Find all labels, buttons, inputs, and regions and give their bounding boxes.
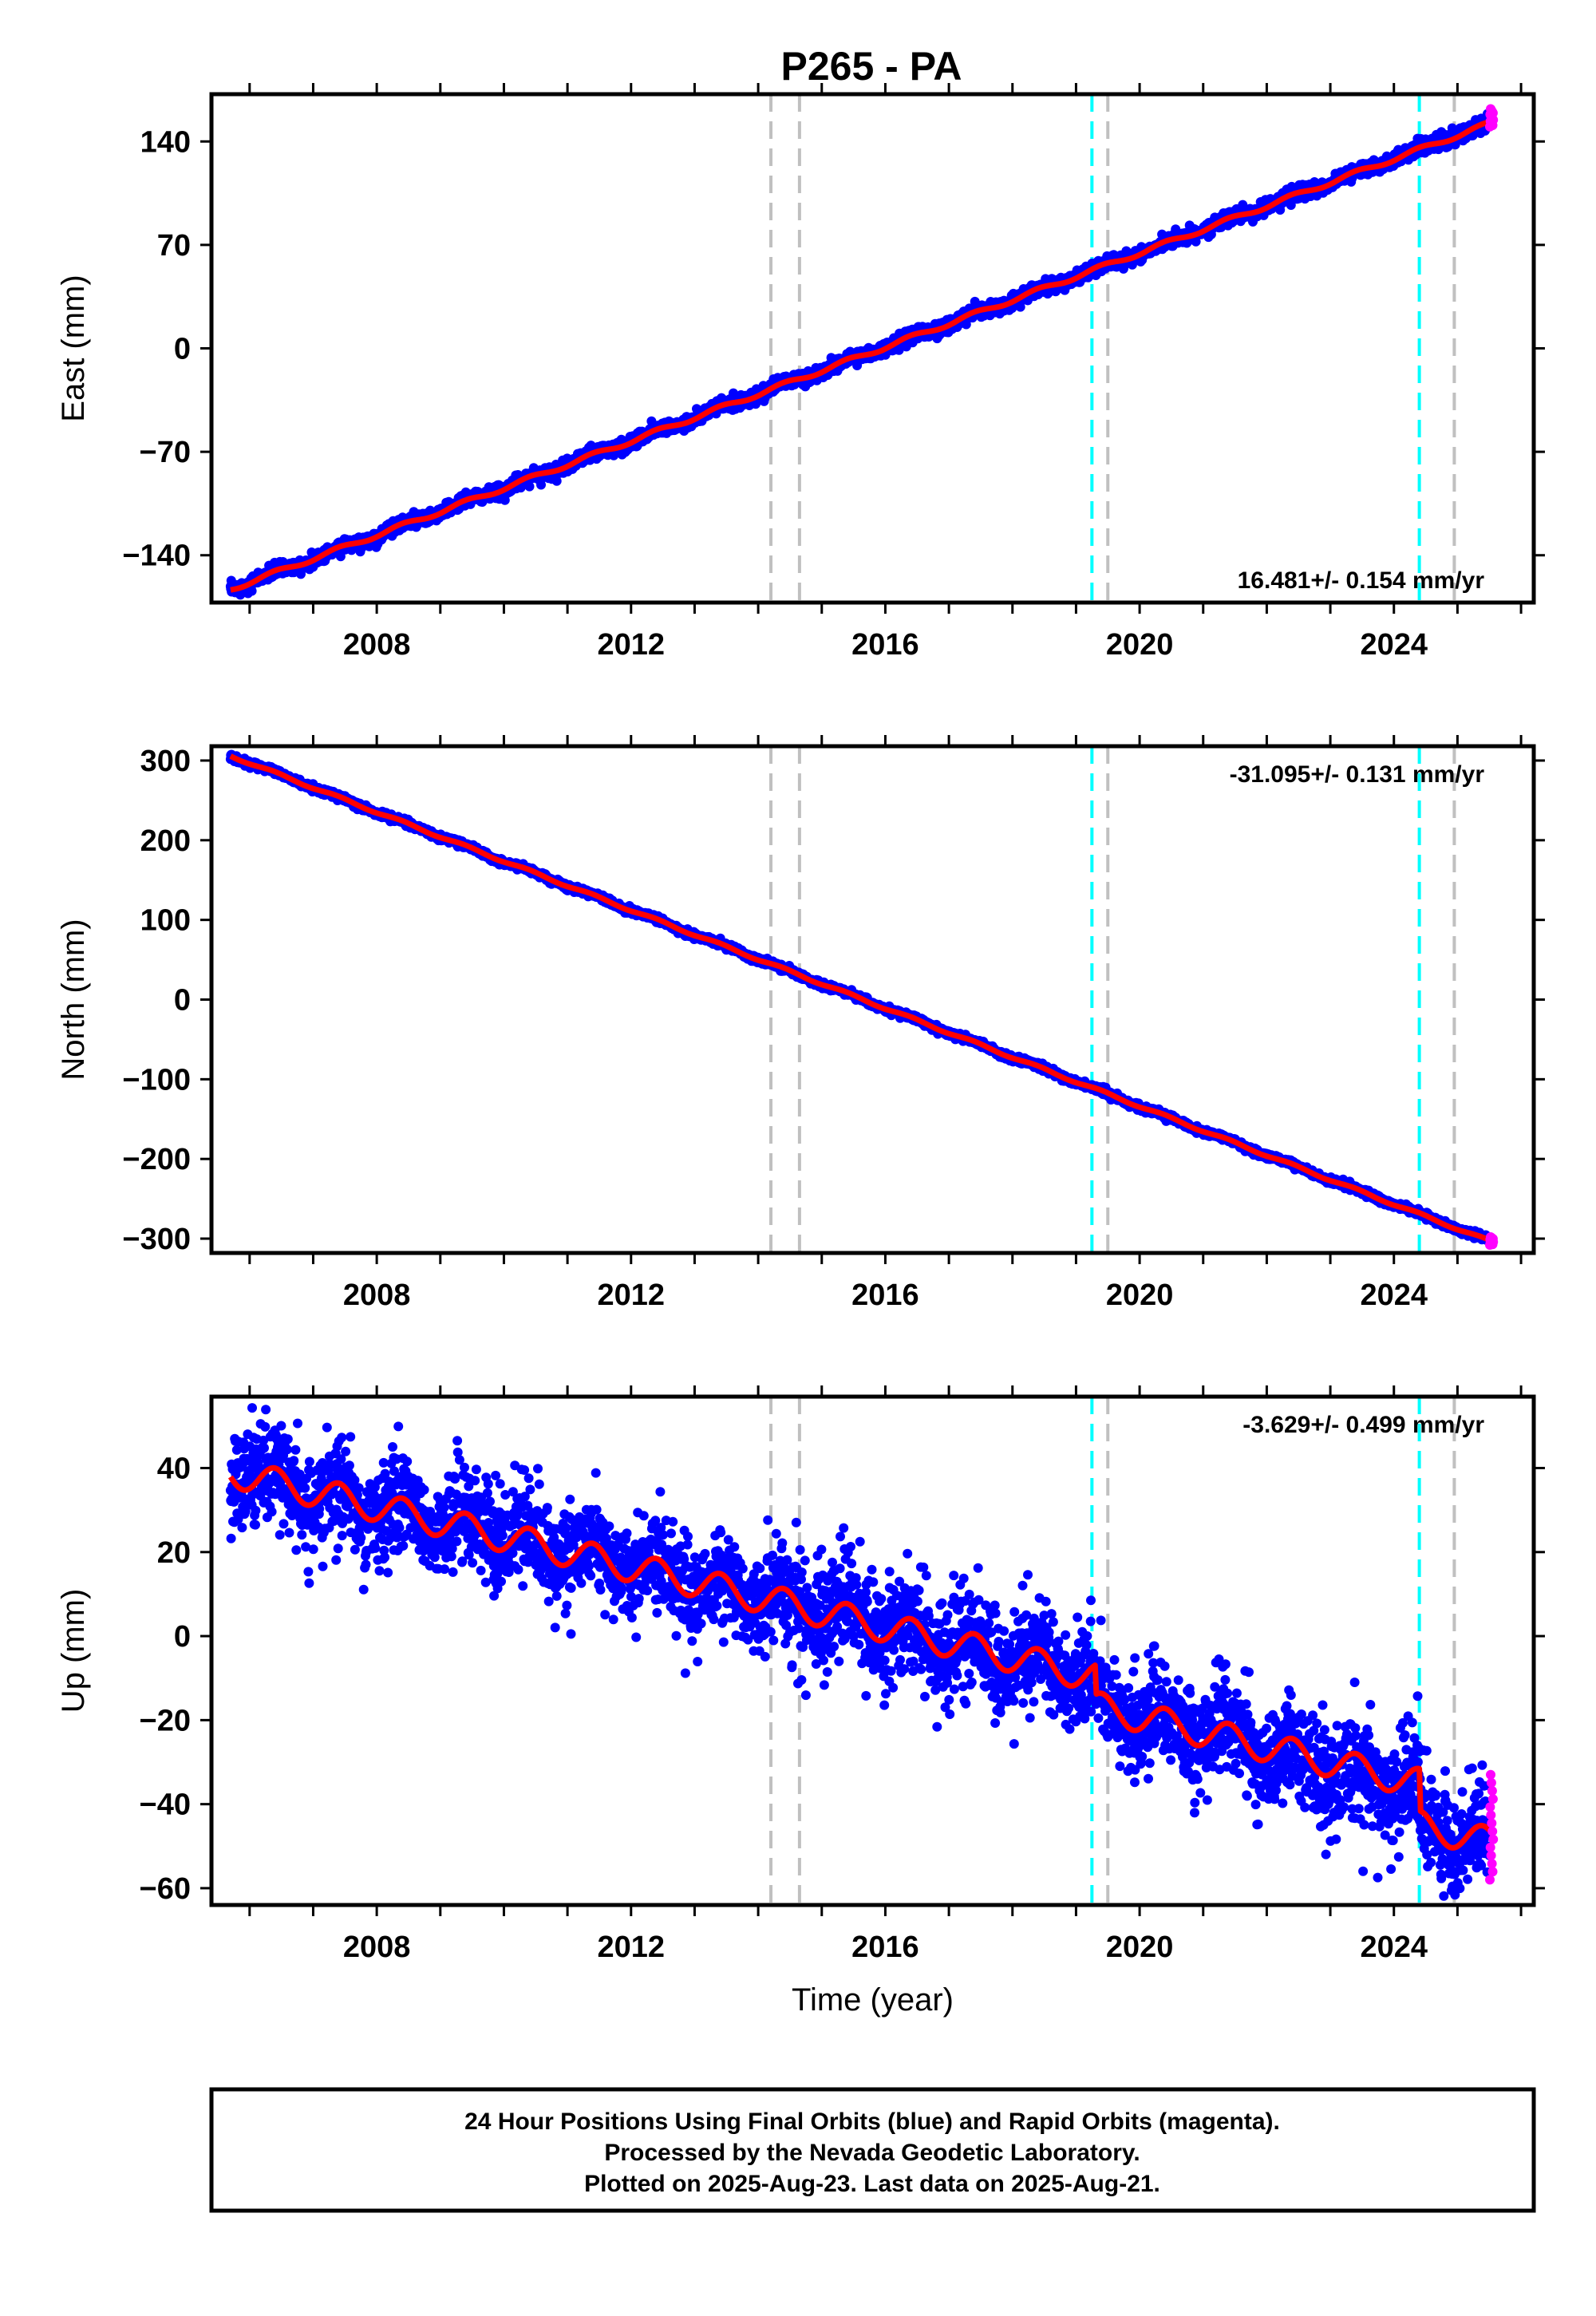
final-orbit-point <box>500 495 510 505</box>
chart-title: P265 - PA <box>781 44 962 89</box>
y-tick-label: 70 <box>157 229 191 263</box>
y-tick-label: 0 <box>174 333 191 366</box>
east-panel: −140 −70 0 70 140 2008 2012 2016 2020 2024 East (m… <box>56 83 1545 662</box>
final-orbit-point <box>551 476 562 486</box>
final-orbit-point <box>247 586 257 596</box>
y-tick-label: −140 <box>122 539 191 573</box>
plot-content <box>225 94 1499 603</box>
rapid-orbit-point <box>1488 115 1499 125</box>
x-tick-label: 2020 <box>1106 628 1174 662</box>
x-tick-label: 2008 <box>343 628 411 662</box>
y-axis-label: East (mm) <box>56 275 91 421</box>
x-tick-label: 2024 <box>1360 628 1428 662</box>
y-tick-label: 140 <box>140 125 191 159</box>
y-tick-label: −70 <box>140 436 191 469</box>
x-tick-label: 2016 <box>851 628 919 662</box>
velocity-rate-label: 16.481+/- 0.154 mm/yr <box>1238 567 1485 594</box>
final-orbit-point <box>524 481 535 492</box>
x-tick-label: 2012 <box>598 628 666 662</box>
